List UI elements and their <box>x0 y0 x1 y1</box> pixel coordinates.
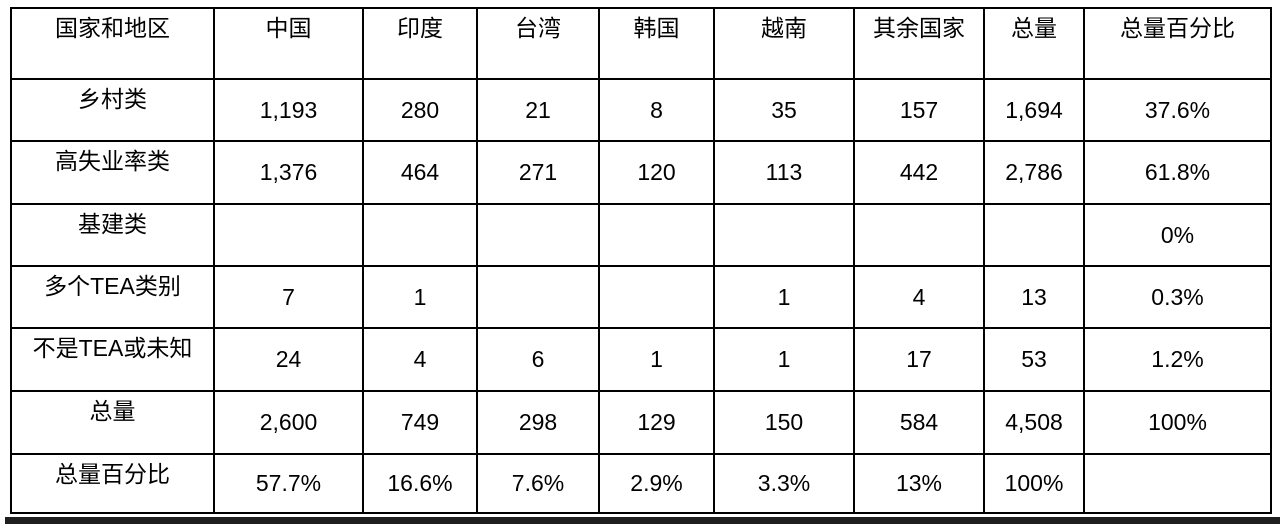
value-cell: 1 <box>362 265 478 329</box>
value-cell: 113 <box>713 140 855 205</box>
value-cell: 280 <box>362 78 478 142</box>
header-cell-taiwan: 台湾 <box>476 7 600 80</box>
value-cell: 16.6% <box>362 453 478 514</box>
value-cell: 1.2% <box>1083 327 1272 392</box>
header-cell-china: 中国 <box>213 7 364 80</box>
value-cell <box>213 203 364 267</box>
value-cell: 24 <box>213 327 364 392</box>
value-cell: 100% <box>983 453 1085 514</box>
table-container: 国家和地区 中国 印度 台湾 韩国 越南 其余国家 总量 总量百分比 乡村类 1… <box>10 7 1272 514</box>
value-cell: 35 <box>713 78 855 142</box>
value-cell: 3.3% <box>713 453 855 514</box>
header-cell-korea: 韩国 <box>598 7 715 80</box>
header-cell-india: 印度 <box>362 7 478 80</box>
value-cell: 0% <box>1083 203 1272 267</box>
row-label-cell: 基建类 <box>10 203 215 267</box>
row-label-cell: 乡村类 <box>10 78 215 142</box>
header-cell-other: 其余国家 <box>853 7 985 80</box>
value-cell <box>362 203 478 267</box>
header-row: 国家和地区 中国 印度 台湾 韩国 越南 其余国家 总量 总量百分比 <box>10 7 1272 80</box>
data-table: 国家和地区 中国 印度 台湾 韩国 越南 其余国家 总量 总量百分比 乡村类 1… <box>10 7 1272 514</box>
value-cell: 2,600 <box>213 390 364 455</box>
value-cell: 100% <box>1083 390 1272 455</box>
value-cell: 442 <box>853 140 985 205</box>
value-cell: 157 <box>853 78 985 142</box>
table-row: 总量百分比 57.7% 16.6% 7.6% 2.9% 3.3% 13% 100… <box>10 453 1272 514</box>
value-cell: 1 <box>598 327 715 392</box>
value-cell <box>713 203 855 267</box>
row-label-cell: 总量百分比 <box>10 453 215 514</box>
value-cell: 61.8% <box>1083 140 1272 205</box>
value-cell: 4 <box>362 327 478 392</box>
value-cell: 6 <box>476 327 600 392</box>
row-label-cell: 多个TEA类别 <box>10 265 215 329</box>
value-cell <box>476 265 600 329</box>
value-cell: 4,508 <box>983 390 1085 455</box>
value-cell: 749 <box>362 390 478 455</box>
value-cell: 1,694 <box>983 78 1085 142</box>
value-cell: 17 <box>853 327 985 392</box>
table-row: 总量 2,600 749 298 129 150 584 4,508 100% <box>10 390 1272 455</box>
value-cell: 7 <box>213 265 364 329</box>
value-cell: 2.9% <box>598 453 715 514</box>
value-cell <box>476 203 600 267</box>
value-cell <box>983 203 1085 267</box>
value-cell: 271 <box>476 140 600 205</box>
value-cell: 298 <box>476 390 600 455</box>
header-cell-region: 国家和地区 <box>10 7 215 80</box>
value-cell: 129 <box>598 390 715 455</box>
value-cell: 4 <box>853 265 985 329</box>
value-cell <box>1083 453 1272 514</box>
value-cell: 13% <box>853 453 985 514</box>
value-cell: 21 <box>476 78 600 142</box>
table-row: 基建类 0% <box>10 203 1272 267</box>
value-cell: 2,786 <box>983 140 1085 205</box>
cutoff-next-section-bar <box>5 517 1280 524</box>
header-cell-total: 总量 <box>983 7 1085 80</box>
value-cell: 8 <box>598 78 715 142</box>
value-cell <box>598 265 715 329</box>
value-cell: 120 <box>598 140 715 205</box>
value-cell <box>598 203 715 267</box>
row-label-cell: 不是TEA或未知 <box>10 327 215 392</box>
value-cell: 1 <box>713 327 855 392</box>
value-cell: 13 <box>983 265 1085 329</box>
value-cell: 57.7% <box>213 453 364 514</box>
header-cell-total-percent: 总量百分比 <box>1083 7 1272 80</box>
table-row: 高失业率类 1,376 464 271 120 113 442 2,786 61… <box>10 140 1272 205</box>
header-cell-vietnam: 越南 <box>713 7 855 80</box>
value-cell: 1,376 <box>213 140 364 205</box>
table-row: 多个TEA类别 7 1 1 4 13 0.3% <box>10 265 1272 329</box>
value-cell: 7.6% <box>476 453 600 514</box>
value-cell: 37.6% <box>1083 78 1272 142</box>
value-cell: 0.3% <box>1083 265 1272 329</box>
row-label-cell: 总量 <box>10 390 215 455</box>
value-cell: 464 <box>362 140 478 205</box>
row-label-cell: 高失业率类 <box>10 140 215 205</box>
table-row: 乡村类 1,193 280 21 8 35 157 1,694 37.6% <box>10 78 1272 142</box>
table-row: 不是TEA或未知 24 4 6 1 1 17 53 1.2% <box>10 327 1272 392</box>
value-cell: 53 <box>983 327 1085 392</box>
value-cell: 150 <box>713 390 855 455</box>
value-cell: 1 <box>713 265 855 329</box>
value-cell: 584 <box>853 390 985 455</box>
value-cell: 1,193 <box>213 78 364 142</box>
value-cell <box>853 203 985 267</box>
